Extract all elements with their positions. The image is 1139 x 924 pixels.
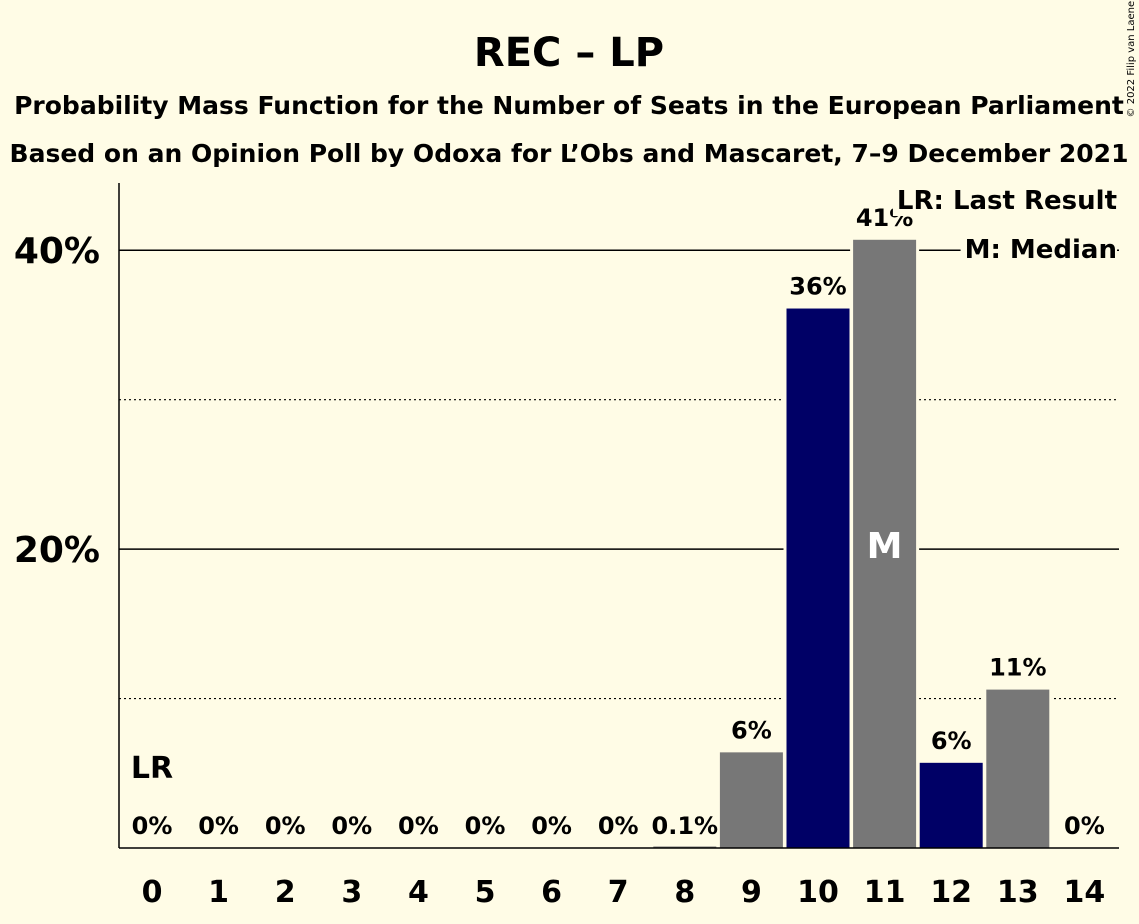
gridlines [119,249,1119,700]
bar-value-label: 0% [265,812,306,840]
median-marker: M [867,526,903,567]
bar-value-label: 0% [598,812,639,840]
bar [919,762,983,848]
legend: LR: Last Result M: Median [892,186,1117,265]
bars [650,236,1053,849]
bar-value-label: 0% [132,812,173,840]
axes: 20%40%0 1 2 3 4 5 6 7 8 9 10 11 12 13 14 [14,183,1119,910]
bar [786,308,850,848]
x-tick-label: 14 [1064,875,1106,910]
y-tick-label: 40% [14,231,100,272]
bar-value-label: 6% [931,727,972,755]
copyright-text: © 2022 Filip van Laenen [1126,0,1137,117]
x-tick-label: 9 [741,875,762,910]
x-tick-label: 4 [408,875,429,910]
x-tick-label: 10 [797,875,839,910]
y-tick-label: 20% [14,530,100,571]
x-tick-label: 5 [475,875,496,910]
x-tick-label: 13 [997,875,1039,910]
bar-value-label: 0% [531,812,572,840]
bar [986,689,1050,848]
bar-value-label: 0% [331,812,372,840]
bar-value-label: 0% [198,812,239,840]
x-tick-label: 0 [142,875,163,910]
bar-value-label: 0% [1064,812,1105,840]
bar-halo [650,843,720,848]
x-tick-label: 3 [341,875,362,910]
x-tick-label: 1 [208,875,229,910]
x-tick-label: 7 [608,875,629,910]
legend-last-result: LR: Last Result [897,186,1117,216]
bar-value-label: 0.1% [652,812,719,840]
bar [853,239,917,849]
chart-title: REC – LP [474,30,664,76]
x-tick-label: 8 [674,875,695,910]
bar-value-label: 6% [731,716,772,744]
bar-value-label: 11% [989,654,1046,682]
bar-value-label: 36% [789,273,846,301]
bar [719,752,783,848]
chart-subtitle-2: Based on an Opinion Poll by Odoxa for L’… [10,139,1129,168]
x-tick-label: 12 [930,875,972,910]
x-tick-label: 11 [864,875,906,910]
x-tick-label: 6 [541,875,562,910]
bar-labels: 0% 0% 0% 0% 0% 0% 0% 0% 0.1%6%36%41%6%11%0%MLR [131,204,1105,840]
last-result-marker: LR [131,751,173,786]
bar-value-label: 0% [465,812,506,840]
x-tick-label: 2 [275,875,296,910]
chart-subtitle-1: Probability Mass Function for the Number… [14,91,1124,120]
bar-value-label: 0% [398,812,439,840]
legend-median: M: Median [965,235,1117,265]
legend-halo [892,186,1117,216]
legend-halo [960,235,1117,265]
